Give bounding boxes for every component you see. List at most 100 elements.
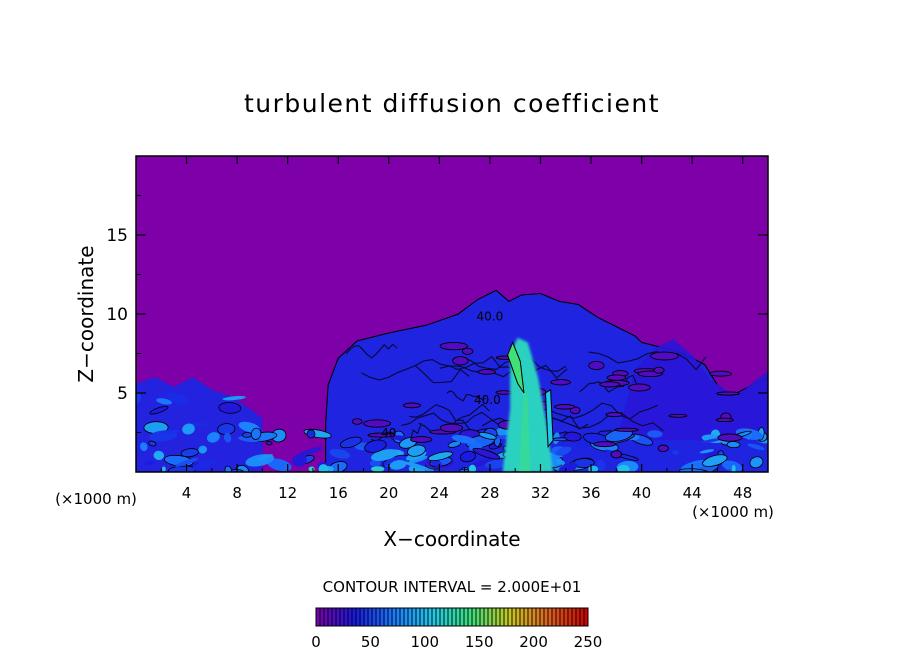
- turbulent-cell: [389, 460, 407, 470]
- contour-line: [409, 403, 490, 422]
- turbulent-cell: [182, 423, 195, 435]
- contour-line: [401, 411, 499, 426]
- low-value-cell: [650, 351, 679, 361]
- colorbar-tick-label: 50: [361, 633, 380, 651]
- turbulent-cell: [306, 429, 316, 439]
- low-value-cell: [628, 383, 651, 392]
- surface-spot: [371, 466, 385, 472]
- y-axis-ticks: 5 10 15: [106, 195, 768, 433]
- low-value-cell: [657, 444, 669, 453]
- colorbar-tick-label: 0: [311, 633, 321, 651]
- turbulent-cell: [364, 439, 387, 453]
- contour-label: 40.0: [474, 393, 501, 407]
- low-value-cell: [717, 433, 743, 442]
- updraft-streak: [507, 341, 525, 394]
- colorbar-tick-label: 150: [465, 633, 494, 651]
- turbulent-cell: [296, 446, 323, 457]
- turbulent-cell: [292, 454, 307, 467]
- turbulent-cell: [190, 422, 208, 427]
- contour-line: [446, 390, 486, 402]
- turbulent-cell: [459, 450, 477, 463]
- contour-line: [579, 374, 639, 393]
- turbulent-cell: [558, 462, 578, 472]
- colorbar-tick-label: 100: [410, 633, 439, 651]
- low-value-cell: [715, 417, 734, 423]
- updraft-streak: [544, 388, 554, 449]
- turbulent-cell: [369, 459, 381, 467]
- low-value-cell: [599, 381, 621, 388]
- plot-area: [135, 155, 769, 473]
- turbulent-cell: [702, 438, 724, 443]
- x-tick-label: 16: [329, 484, 348, 502]
- y-tick-label: 10: [106, 305, 128, 325]
- contour-labels: 40.0 40.0 40: [381, 309, 503, 440]
- y-axis-label: Z−coordinate: [74, 245, 98, 382]
- low-value-cell: [610, 450, 622, 459]
- low-value-cell: [550, 379, 571, 386]
- turbulent-cell: [472, 447, 501, 460]
- contour-interval: CONTOUR INTERVAL = 2.000E+01: [323, 578, 582, 596]
- low-value-cell: [477, 369, 496, 375]
- x-tick-label: 40: [632, 484, 651, 502]
- colorbar-frame: [315, 607, 589, 627]
- low-value-cell: [554, 404, 576, 410]
- turbulent-cell: [242, 432, 252, 438]
- turbulent-cell: [191, 459, 217, 471]
- surface-spot: [731, 464, 736, 472]
- turbulent-cell: [484, 459, 510, 469]
- colorbar: [315, 607, 589, 627]
- turbulent-cell: [153, 450, 165, 461]
- surface-spot: [318, 464, 329, 472]
- x-unit-label-right: (×1000 m): [692, 503, 774, 521]
- cloud-plume-contour: [325, 289, 768, 472]
- turbulent-cell: [207, 432, 220, 443]
- turbulent-cell: [407, 444, 426, 457]
- contour-line: [345, 343, 398, 359]
- contour-line: [439, 364, 568, 379]
- low-value-cell: [588, 360, 605, 371]
- turbulent-cell: [699, 449, 715, 454]
- turbulent-cell: [749, 456, 764, 469]
- x-tick-label: 20: [379, 484, 398, 502]
- x-tick-label: 44: [683, 484, 702, 502]
- turbulent-cell: [265, 440, 273, 446]
- colorbar-tick-label: 250: [574, 633, 603, 651]
- colorbar-ticks: 0 50 100 150 200 250: [311, 633, 602, 651]
- turbulent-cell: [427, 451, 453, 462]
- turbulent-cell: [144, 460, 155, 466]
- diffusion-field: [136, 289, 768, 472]
- turbulent-cell: [198, 445, 207, 454]
- low-value-cell: [605, 412, 624, 418]
- x-axis-label: X−coordinate: [383, 527, 520, 551]
- contour-line: [545, 402, 659, 420]
- surface-spot: [468, 464, 476, 472]
- chart-title: turbulent diffusion coefficient: [244, 89, 660, 118]
- turbulent-cell: [371, 449, 398, 462]
- low-value-cell: [461, 347, 474, 355]
- turbulent-cell: [702, 454, 728, 467]
- colorbar-bands: [319, 608, 585, 626]
- turbulent-cell: [250, 427, 262, 440]
- turbulent-cell: [596, 459, 606, 471]
- x-tick-label: 48: [733, 484, 752, 502]
- x-unit-label-left: (×1000 m): [55, 490, 137, 508]
- low-value-cell: [614, 427, 639, 432]
- turbulent-cell: [468, 458, 494, 468]
- low-value-cell: [402, 402, 421, 409]
- turbulent-cell: [451, 435, 477, 444]
- turbulent-cell: [402, 461, 430, 470]
- low-value-cell: [351, 418, 363, 425]
- turbulent-cell: [180, 448, 199, 458]
- turbulent-cell: [645, 442, 663, 451]
- turbulent-cell: [478, 432, 497, 440]
- turbulent-cell: [136, 392, 141, 405]
- turbulent-cell: [140, 442, 148, 452]
- low-value-cell: [452, 356, 469, 366]
- contour-label: 40: [381, 426, 396, 440]
- turbulent-cell: [222, 396, 246, 401]
- turbulent-cell: [672, 450, 679, 455]
- contour-line: [361, 364, 470, 384]
- turbulent-cell: [329, 448, 351, 459]
- turbulent-cell: [256, 454, 273, 461]
